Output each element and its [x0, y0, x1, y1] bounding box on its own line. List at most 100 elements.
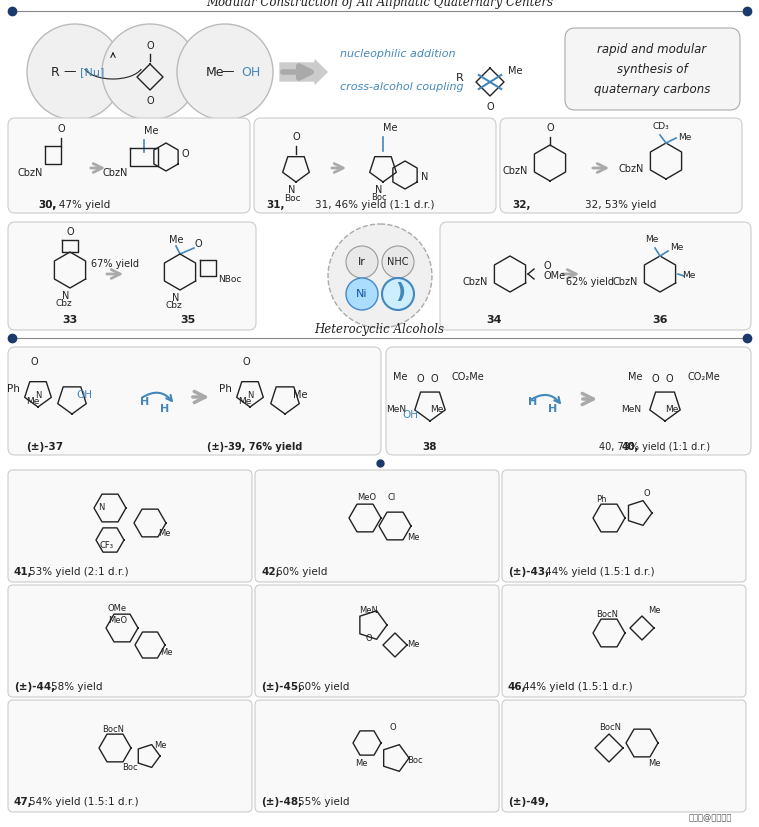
Text: O: O [644, 489, 650, 498]
Text: OH: OH [76, 390, 92, 400]
Text: Ir: Ir [358, 257, 366, 267]
FancyBboxPatch shape [254, 118, 496, 213]
Text: Me: Me [238, 396, 251, 405]
Text: OMe: OMe [543, 271, 565, 281]
FancyBboxPatch shape [502, 585, 746, 697]
Text: Ni: Ni [356, 289, 368, 299]
Text: Me: Me [392, 372, 408, 382]
Text: Me: Me [144, 126, 159, 136]
Text: (±)-45,: (±)-45, [261, 682, 302, 692]
Text: 44% yield (1.5:1 d.r.): 44% yield (1.5:1 d.r.) [545, 567, 654, 577]
Text: 34: 34 [487, 315, 502, 325]
Text: CbzN: CbzN [619, 164, 644, 174]
Text: Me: Me [628, 372, 642, 382]
Text: Me: Me [355, 759, 367, 768]
Text: OH: OH [402, 410, 418, 420]
Text: O: O [66, 227, 74, 237]
Text: Modular Construction of All Aliphatic Quaternary Centers: Modular Construction of All Aliphatic Qu… [206, 0, 553, 9]
Text: 54% yield (1.5:1 d.r.): 54% yield (1.5:1 d.r.) [29, 797, 139, 807]
Text: CD₃: CD₃ [653, 122, 669, 131]
Text: (±)-44,: (±)-44, [14, 682, 55, 692]
Text: O: O [242, 357, 250, 367]
Text: MeN: MeN [386, 404, 406, 414]
Text: BocN: BocN [599, 723, 621, 732]
Text: nucleophilic addition: nucleophilic addition [340, 49, 455, 59]
Text: Me: Me [383, 123, 398, 133]
Text: CO₂Me: CO₂Me [687, 372, 720, 382]
Text: Ph: Ph [219, 384, 232, 394]
FancyBboxPatch shape [8, 585, 252, 697]
FancyBboxPatch shape [502, 700, 746, 812]
Text: R: R [52, 65, 60, 79]
Text: N: N [421, 172, 428, 182]
Text: O: O [365, 634, 372, 643]
Text: Me: Me [407, 533, 420, 542]
Text: MeN: MeN [359, 606, 378, 615]
Text: 40,: 40, [622, 442, 639, 452]
Text: —: — [63, 65, 75, 79]
Text: Me: Me [154, 741, 166, 750]
Text: Me: Me [648, 759, 660, 768]
Text: O: O [546, 123, 554, 133]
FancyBboxPatch shape [440, 222, 751, 330]
Text: OMe: OMe [108, 604, 127, 613]
Text: ): ) [395, 282, 405, 302]
Circle shape [382, 278, 414, 310]
FancyBboxPatch shape [8, 700, 252, 812]
Text: 42,: 42, [261, 567, 279, 577]
Text: 38: 38 [423, 442, 437, 452]
Text: O: O [292, 132, 300, 142]
Text: 41,: 41, [14, 567, 33, 577]
Text: 44% yield (1.5:1 d.r.): 44% yield (1.5:1 d.r.) [523, 682, 632, 692]
Text: Cbz: Cbz [165, 301, 182, 310]
Text: 60% yield: 60% yield [298, 682, 349, 692]
Text: 30,: 30, [38, 200, 56, 210]
Text: MeO: MeO [108, 616, 127, 625]
Text: O: O [389, 723, 395, 732]
Text: —: — [222, 65, 235, 79]
Text: Boc: Boc [407, 756, 423, 765]
Text: CbzN: CbzN [17, 168, 43, 178]
Text: H: H [160, 404, 169, 414]
Text: N: N [98, 503, 105, 512]
Text: N: N [172, 293, 180, 303]
Text: Me: Me [160, 648, 172, 657]
Text: Boc: Boc [284, 194, 301, 203]
FancyBboxPatch shape [255, 470, 499, 582]
Text: Me: Me [168, 235, 183, 245]
FancyBboxPatch shape [502, 470, 746, 582]
Text: O: O [651, 374, 659, 384]
Text: (±)-49,: (±)-49, [508, 797, 549, 807]
Text: Cl: Cl [387, 493, 395, 502]
Text: MeO: MeO [357, 493, 376, 502]
FancyBboxPatch shape [8, 118, 250, 213]
Circle shape [102, 24, 198, 120]
Circle shape [346, 278, 378, 310]
Text: Boc: Boc [122, 763, 137, 772]
Text: Me: Me [665, 404, 679, 414]
Text: (±)-43,: (±)-43, [508, 567, 549, 577]
Text: H: H [528, 397, 537, 407]
FancyBboxPatch shape [565, 28, 740, 110]
Text: O: O [665, 374, 672, 384]
Text: Me: Me [645, 235, 659, 244]
Text: O: O [543, 261, 550, 271]
Text: H: H [140, 397, 150, 407]
Text: 31,: 31, [266, 200, 285, 210]
Text: Me: Me [206, 65, 224, 79]
Text: CbzN: CbzN [102, 168, 128, 178]
Circle shape [177, 24, 273, 120]
Text: O: O [146, 41, 154, 51]
Text: Me: Me [407, 640, 420, 649]
Text: CF₃: CF₃ [100, 541, 114, 550]
Text: 31, 46% yield (1:1 d.r.): 31, 46% yield (1:1 d.r.) [315, 200, 435, 210]
Text: O: O [30, 357, 38, 367]
Text: CbzN: CbzN [463, 277, 488, 287]
Text: Ph: Ph [7, 384, 20, 394]
FancyBboxPatch shape [255, 585, 499, 697]
Text: 53% yield (2:1 d.r.): 53% yield (2:1 d.r.) [29, 567, 128, 577]
Text: 搜狐号@化学加网: 搜狐号@化学加网 [688, 813, 732, 822]
Text: NBoc: NBoc [218, 275, 241, 284]
Text: 62% yield: 62% yield [566, 277, 614, 287]
FancyBboxPatch shape [8, 222, 256, 330]
